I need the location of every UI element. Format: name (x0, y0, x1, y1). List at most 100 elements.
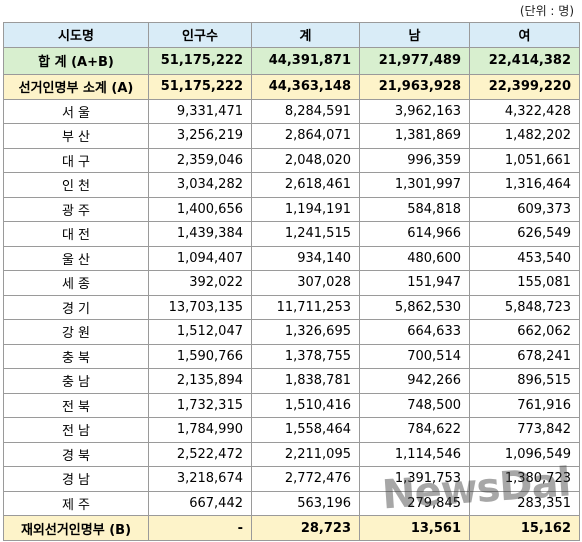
header-male: 남 (359, 22, 470, 48)
cell-male: 3,962,163 (359, 98, 470, 124)
table-row: 경 기 13,703,135 11,711,253 5,862,530 5,848,72… (3, 294, 580, 320)
cell-pop: 667,442 (148, 490, 252, 516)
cell-male: 614,966 (359, 221, 470, 247)
overseas-pop: - (148, 515, 252, 541)
cell-sum: 2,048,020 (251, 147, 360, 173)
subtotal-name: 선거인명부 소계 (A) (3, 73, 149, 100)
total-row: 합 계 (A+B) 51,175,222 44,391,871 21,977,4… (3, 46, 580, 75)
cell-male: 1,381,869 (359, 123, 470, 149)
cell-name: 전 남 (3, 417, 149, 443)
cell-sum: 934,140 (251, 245, 360, 271)
cell-pop: 2,359,046 (148, 147, 252, 173)
table-row: 제 주 667,442 563,196 279,845 283,351 (3, 490, 580, 516)
cell-pop: 13,703,135 (148, 294, 252, 320)
cell-sum: 2,772,476 (251, 466, 360, 492)
cell-female: 1,051,661 (469, 147, 580, 173)
cell-female: 4,322,428 (469, 98, 580, 124)
subtotal-female: 22,399,220 (469, 73, 580, 100)
cell-pop: 1,400,656 (148, 196, 252, 222)
cell-female: 609,373 (469, 196, 580, 222)
table-row: 대 전 1,439,384 1,241,515 614,966 626,549 (3, 221, 580, 247)
header-region: 시도명 (3, 22, 149, 48)
cell-female: 896,515 (469, 368, 580, 394)
cell-sum: 1,326,695 (251, 319, 360, 345)
table-row: 인 천 3,034,282 2,618,461 1,301,997 1,316,464 (3, 172, 580, 198)
voter-table: 시도명 인구수 계 남 여 합 계 (A+B) 51,175,222 44,39… (3, 22, 580, 541)
overseas-row: 재외선거인명부 (B) -28,723 13,561 15,162 (3, 515, 580, 541)
cell-male: 480,600 (359, 245, 470, 271)
cell-pop: 2,522,472 (148, 441, 252, 467)
cell-name: 부 산 (3, 123, 149, 149)
cell-sum: 1,241,515 (251, 221, 360, 247)
overseas-sum: 28,723 (251, 515, 360, 541)
cell-sum: 307,028 (251, 270, 360, 296)
cell-female: 1,482,202 (469, 123, 580, 149)
cell-female: 1,096,549 (469, 441, 580, 467)
cell-female: 662,062 (469, 319, 580, 345)
cell-sum: 1,510,416 (251, 392, 360, 418)
cell-pop: 1,590,766 (148, 343, 252, 369)
cell-name: 전 북 (3, 392, 149, 418)
cell-sum: 11,711,253 (251, 294, 360, 320)
cell-name: 광 주 (3, 196, 149, 222)
cell-sum: 563,196 (251, 490, 360, 516)
cell-pop: 3,034,282 (148, 172, 252, 198)
table-row: 충 북 1,590,766 1,378,755 700,514 678,241 (3, 343, 580, 369)
cell-female: 5,848,723 (469, 294, 580, 320)
cell-pop: 1,094,407 (148, 245, 252, 271)
subtotal-sum: 44,363,148 (251, 73, 360, 100)
cell-name: 울 산 (3, 245, 149, 271)
header-female: 여 (469, 22, 580, 48)
cell-sum: 8,284,591 (251, 98, 360, 124)
table-row: 대 구 2,359,046 2,048,020 996,359 1,051,661 (3, 147, 580, 173)
cell-pop: 1,439,384 (148, 221, 252, 247)
cell-male: 784,622 (359, 417, 470, 443)
table-row: 충 남 2,135,894 1,838,781 942,266 896,515 (3, 368, 580, 394)
cell-name: 인 천 (3, 172, 149, 198)
cell-male: 1,114,546 (359, 441, 470, 467)
cell-pop: 2,135,894 (148, 368, 252, 394)
cell-name: 강 원 (3, 319, 149, 345)
cell-male: 5,862,530 (359, 294, 470, 320)
cell-female: 283,351 (469, 490, 580, 516)
table-row: 경 남 3,218,674 2,772,476 1,391,753 1,380,723 (3, 466, 580, 492)
cell-pop: 392,022 (148, 270, 252, 296)
cell-name: 충 북 (3, 343, 149, 369)
cell-name: 경 기 (3, 294, 149, 320)
cell-name: 대 구 (3, 147, 149, 173)
cell-name: 서 울 (3, 98, 149, 124)
subtotal-male: 21,963,928 (359, 73, 470, 100)
cell-female: 678,241 (469, 343, 580, 369)
cell-male: 664,633 (359, 319, 470, 345)
header-row: 시도명 인구수 계 남 여 (3, 22, 580, 48)
cell-name: 경 북 (3, 441, 149, 467)
cell-male: 1,301,997 (359, 172, 470, 198)
cell-sum: 1,558,464 (251, 417, 360, 443)
header-population: 인구수 (148, 22, 252, 48)
table-row: 전 북 1,732,315 1,510,416 748,500 761,916 (3, 392, 580, 418)
cell-sum: 1,378,755 (251, 343, 360, 369)
header-sum: 계 (251, 22, 360, 48)
table-row: 강 원 1,512,047 1,326,695 664,633 662,062 (3, 319, 580, 345)
total-female: 22,414,382 (469, 46, 580, 75)
cell-sum: 2,618,461 (251, 172, 360, 198)
total-male: 21,977,489 (359, 46, 470, 75)
cell-male: 942,266 (359, 368, 470, 394)
table-row: 울 산 1,094,407 934,140 480,600 453,540 (3, 245, 580, 271)
total-pop: 51,175,222 (148, 46, 252, 75)
cell-female: 1,380,723 (469, 466, 580, 492)
cell-sum: 1,194,191 (251, 196, 360, 222)
cell-name: 세 종 (3, 270, 149, 296)
cell-sum: 2,864,071 (251, 123, 360, 149)
overseas-male: 13,561 (359, 515, 470, 541)
table-row: 부 산 3,256,219 2,864,071 1,381,869 1,482,202 (3, 123, 580, 149)
table-row: 전 남 1,784,990 1,558,464 784,622 773,842 (3, 417, 580, 443)
unit-note: (단위 : 명) (519, 4, 574, 18)
cell-name: 충 남 (3, 368, 149, 394)
total-sum: 44,391,871 (251, 46, 360, 75)
cell-female: 453,540 (469, 245, 580, 271)
cell-name: 경 남 (3, 466, 149, 492)
overseas-name: 재외선거인명부 (B) (3, 515, 149, 541)
cell-name: 대 전 (3, 221, 149, 247)
cell-name: 제 주 (3, 490, 149, 516)
